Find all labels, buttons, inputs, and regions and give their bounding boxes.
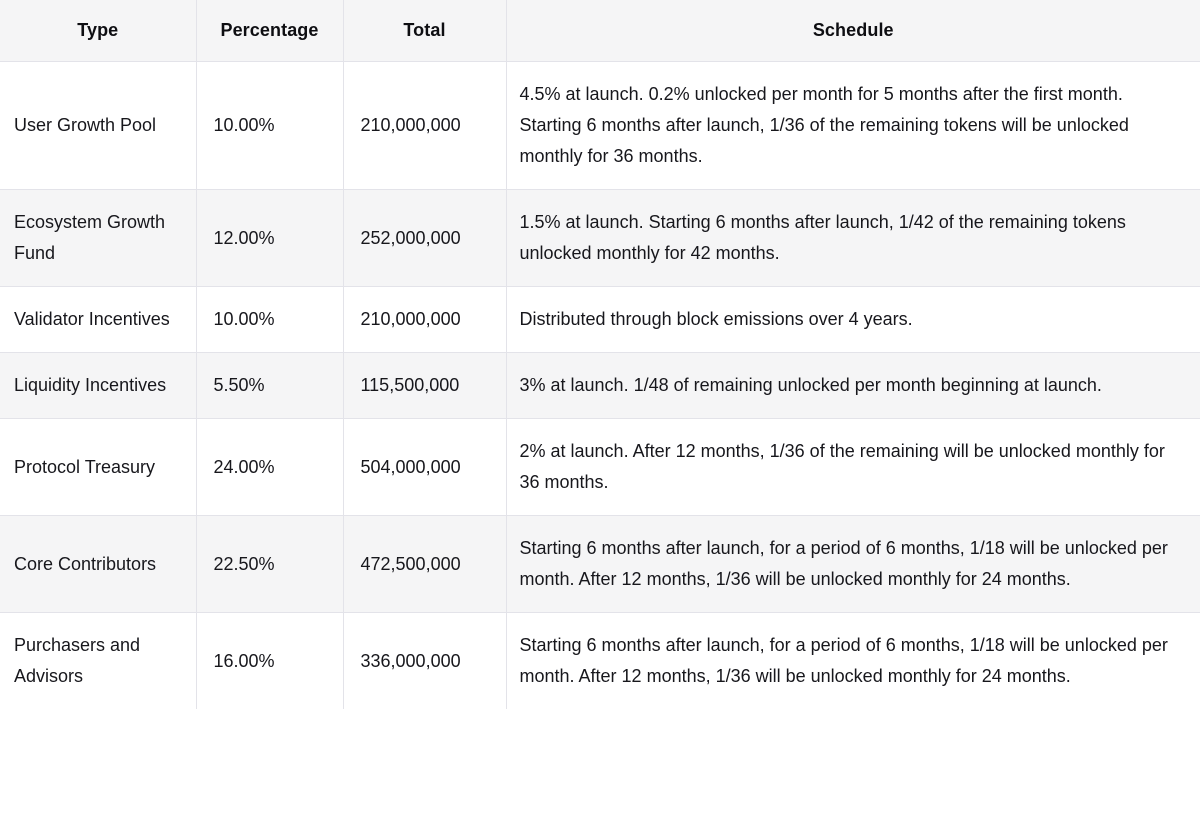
percentage-cell: 5.50% xyxy=(195,352,343,419)
type-cell: Purchasers and Advisors xyxy=(0,612,196,709)
percentage-cell: 24.00% xyxy=(195,418,343,516)
percentage-cell: 22.50% xyxy=(195,515,343,613)
type-cell: Protocol Treasury xyxy=(0,418,196,516)
total-cell: 472,500,000 xyxy=(342,515,506,613)
table-header-row: Type Percentage Total Schedule xyxy=(0,0,1200,62)
total-cell: 210,000,000 xyxy=(342,286,506,353)
schedule-cell: 4.5% at launch. 0.2% unlocked per month … xyxy=(505,61,1200,190)
percentage-cell: 12.00% xyxy=(195,189,343,287)
token-allocation-table: Type Percentage Total Schedule User Grow… xyxy=(0,0,1200,709)
table-row: Protocol Treasury 24.00% 504,000,000 2% … xyxy=(0,418,1200,516)
column-header-type: Type xyxy=(0,0,196,62)
table-row: Ecosystem Growth Fund 12.00% 252,000,000… xyxy=(0,189,1200,287)
column-header-schedule: Schedule xyxy=(505,0,1200,62)
total-cell: 252,000,000 xyxy=(342,189,506,287)
percentage-cell: 16.00% xyxy=(195,612,343,709)
percentage-cell: 10.00% xyxy=(195,61,343,190)
table-row: User Growth Pool 10.00% 210,000,000 4.5%… xyxy=(0,61,1200,190)
schedule-cell: 1.5% at launch. Starting 6 months after … xyxy=(505,189,1200,287)
schedule-cell: Distributed through block emissions over… xyxy=(505,286,1200,353)
table-row: Purchasers and Advisors 16.00% 336,000,0… xyxy=(0,612,1200,709)
column-header-percentage: Percentage xyxy=(195,0,343,62)
total-cell: 115,500,000 xyxy=(342,352,506,419)
schedule-cell: 2% at launch. After 12 months, 1/36 of t… xyxy=(505,418,1200,516)
type-cell: Ecosystem Growth Fund xyxy=(0,189,196,287)
percentage-cell: 10.00% xyxy=(195,286,343,353)
type-cell: Liquidity Incentives xyxy=(0,352,196,419)
table-row: Validator Incentives 10.00% 210,000,000 … xyxy=(0,286,1200,353)
schedule-cell: Starting 6 months after launch, for a pe… xyxy=(505,612,1200,709)
table-row: Core Contributors 22.50% 472,500,000 Sta… xyxy=(0,515,1200,613)
total-cell: 210,000,000 xyxy=(342,61,506,190)
column-header-total: Total xyxy=(342,0,506,62)
total-cell: 336,000,000 xyxy=(342,612,506,709)
schedule-cell: Starting 6 months after launch, for a pe… xyxy=(505,515,1200,613)
type-cell: User Growth Pool xyxy=(0,61,196,190)
schedule-cell: 3% at launch. 1/48 of remaining unlocked… xyxy=(505,352,1200,419)
type-cell: Core Contributors xyxy=(0,515,196,613)
total-cell: 504,000,000 xyxy=(342,418,506,516)
type-cell: Validator Incentives xyxy=(0,286,196,353)
table-row: Liquidity Incentives 5.50% 115,500,000 3… xyxy=(0,352,1200,419)
